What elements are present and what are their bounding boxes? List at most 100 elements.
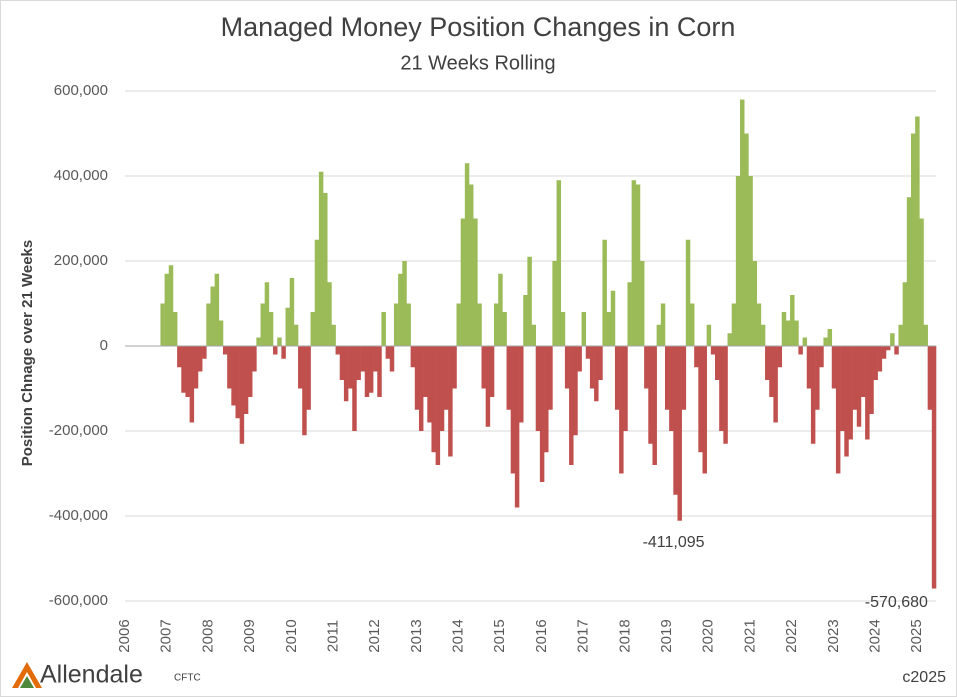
- x-tick-label: 2024: [867, 619, 884, 652]
- bar: [377, 346, 382, 397]
- bar: [856, 346, 862, 427]
- bar: [698, 346, 703, 453]
- bar: [202, 346, 207, 359]
- bar: [410, 346, 416, 368]
- bar: [902, 282, 908, 346]
- bar: [756, 303, 762, 346]
- bar: [181, 346, 186, 393]
- y-axis-label: Position Chnage over 21 Weeks: [19, 240, 36, 466]
- bar: [527, 256, 532, 346]
- bar: [744, 133, 749, 346]
- bar: [631, 180, 637, 346]
- bar: [210, 286, 215, 346]
- x-tick-label: 2009: [241, 619, 258, 652]
- bar: [906, 197, 912, 346]
- bar: [802, 337, 808, 346]
- x-tick-label: 2023: [825, 619, 842, 652]
- bar: [235, 346, 240, 419]
- bar: [206, 303, 211, 346]
- bar: [589, 346, 595, 389]
- bar: [877, 346, 883, 372]
- bar: [731, 303, 737, 346]
- bar: [193, 346, 199, 389]
- bar: [806, 346, 812, 389]
- x-tick-label: 2006: [116, 619, 133, 652]
- x-tick-label: 2021: [741, 619, 758, 652]
- bar: [281, 346, 286, 359]
- y-tick-label: 200,000: [54, 252, 108, 269]
- bar: [423, 346, 428, 397]
- bar: [535, 346, 541, 431]
- bar: [510, 346, 516, 474]
- bar: [735, 176, 741, 346]
- bar: [598, 346, 603, 380]
- y-tick-label: 600,000: [54, 82, 108, 99]
- annotation: -411,095: [643, 534, 705, 551]
- chart-subtitle: 21 Weeks Rolling: [400, 52, 555, 74]
- bars: [160, 99, 937, 589]
- bar: [923, 324, 928, 346]
- bar: [414, 346, 420, 410]
- bar: [790, 295, 795, 346]
- bar: [673, 346, 678, 495]
- bar: [619, 346, 624, 474]
- bar: [719, 346, 724, 431]
- bar: [460, 218, 466, 346]
- bar: [293, 324, 299, 346]
- bar: [264, 282, 270, 346]
- bar: [514, 346, 520, 508]
- bar: [348, 346, 353, 389]
- bar: [398, 273, 403, 346]
- bar: [548, 346, 553, 410]
- bar: [473, 218, 478, 346]
- bar: [848, 346, 853, 440]
- bar: [519, 346, 524, 423]
- bar: [706, 324, 712, 346]
- bar: [752, 261, 758, 346]
- bar: [389, 346, 395, 372]
- bar: [577, 346, 582, 372]
- bar: [498, 273, 503, 346]
- bar: [243, 346, 249, 414]
- bar: [685, 239, 691, 346]
- y-tick-label: 0: [100, 337, 108, 354]
- bar: [360, 346, 366, 372]
- bar: [164, 273, 170, 346]
- bar: [502, 312, 507, 346]
- y-tick-label: -400,000: [49, 507, 108, 524]
- bar: [248, 346, 253, 397]
- logo-mark: [12, 662, 42, 688]
- bar: [552, 261, 557, 346]
- bar: [506, 346, 511, 410]
- bar: [277, 337, 282, 346]
- bar: [227, 346, 232, 389]
- bar: [327, 282, 332, 346]
- bar: [289, 278, 295, 346]
- bar: [627, 282, 632, 346]
- bar: [456, 303, 461, 346]
- bar: [331, 324, 336, 346]
- bar: [310, 312, 316, 346]
- bar: [919, 218, 924, 346]
- chart-title: Managed Money Position Changes in Corn: [221, 12, 736, 42]
- bar: [852, 346, 858, 410]
- bar: [481, 346, 486, 389]
- bar: [373, 346, 378, 372]
- bar: [844, 346, 849, 457]
- bar: [652, 346, 657, 465]
- bar: [564, 346, 570, 389]
- x-tick-label: 2020: [700, 619, 717, 652]
- bar: [623, 346, 628, 431]
- bar: [835, 346, 841, 474]
- bar: [823, 337, 828, 346]
- bar: [798, 346, 803, 355]
- logo: Allendale: [12, 661, 143, 689]
- bar: [881, 346, 887, 359]
- bar: [268, 312, 274, 346]
- y-tick-label: -600,000: [49, 592, 108, 609]
- bar: [639, 261, 645, 346]
- bar: [827, 329, 833, 346]
- bar: [781, 312, 787, 346]
- bar: [710, 346, 716, 355]
- bar: [177, 346, 182, 368]
